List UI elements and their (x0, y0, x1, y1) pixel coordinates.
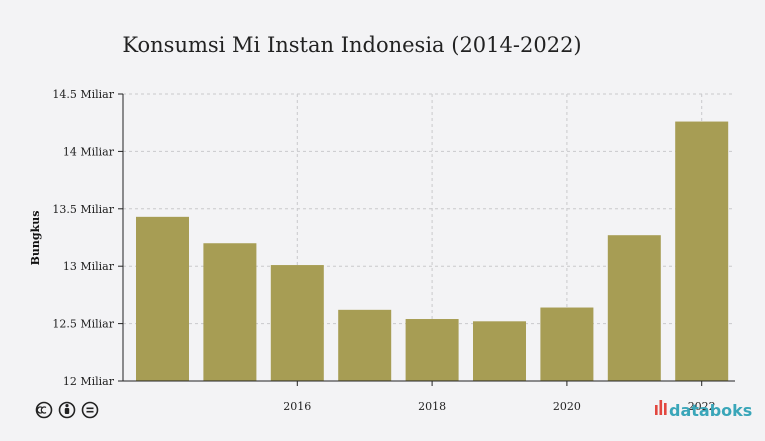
y-tick-label: 14 Miliar (63, 145, 115, 158)
bar-2018 (405, 319, 459, 381)
bar-2022 (675, 121, 729, 381)
x-tick-label: 2018 (418, 400, 446, 413)
y-tick-label: 13.5 Miliar (52, 203, 114, 216)
databoks-mark-icon (655, 400, 667, 415)
bar-2016 (270, 265, 324, 381)
cc-icon (35, 401, 53, 419)
x-tick-label: 2016 (283, 400, 311, 413)
axis-layer: 12 Miliar 12.5 Miliar 13 Miliar 13.5 Miliar… (52, 88, 735, 413)
y-tick-label: 13 Miliar (63, 260, 115, 273)
y-tick-label: 14.5 Miliar (52, 88, 114, 101)
bar-2017 (338, 309, 392, 381)
nd-icon (81, 401, 99, 419)
bars-layer (136, 121, 729, 381)
x-tick-label: 2020 (553, 400, 581, 413)
databoks-logo-text: databoks (669, 401, 752, 420)
license-icons (35, 401, 99, 419)
bar-2015 (203, 243, 257, 381)
chart-title: Konsumsi Mi Instan Indonesia (2014-2022) (122, 33, 581, 57)
y-axis-label: Bungkus (29, 211, 42, 266)
databoks-logo: databoks (655, 400, 752, 420)
by-icon (58, 401, 76, 419)
x-tick-label: 2022 (688, 400, 716, 413)
bar-2021 (607, 235, 661, 381)
y-tick-label: 12 Miliar (63, 375, 115, 388)
bar-2014 (136, 216, 189, 381)
bar-2019 (473, 321, 526, 381)
bar-2020 (540, 307, 594, 381)
y-tick-label: 12.5 Miliar (52, 318, 114, 331)
